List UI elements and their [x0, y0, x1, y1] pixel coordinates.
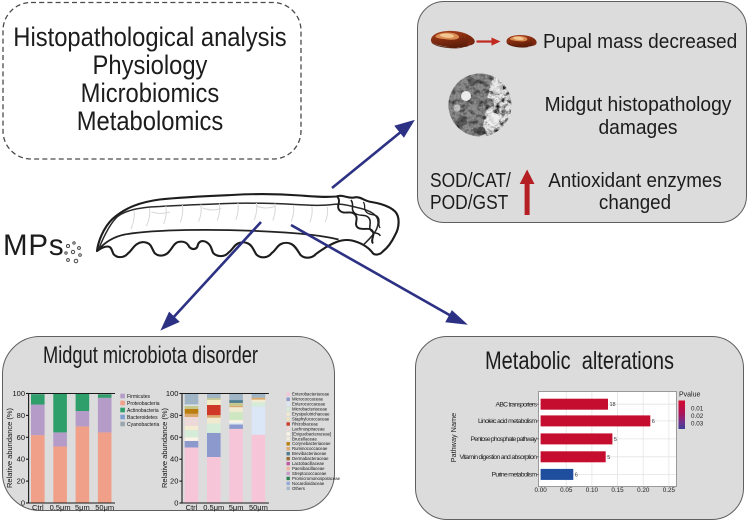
svg-text:Ctrl: Ctrl: [32, 503, 44, 512]
svg-text:60: 60: [170, 433, 178, 442]
svg-text:60: 60: [17, 433, 25, 442]
svg-text:Enterobacteriaceae: Enterobacteriaceae: [292, 392, 330, 397]
svg-text:0.01: 0.01: [691, 406, 704, 413]
svg-text:0.5μm: 0.5μm: [203, 503, 224, 512]
svg-text:80: 80: [170, 411, 178, 420]
svg-text:Microbacteriaceae: Microbacteriaceae: [292, 407, 328, 412]
svg-text:0: 0: [21, 499, 25, 508]
svg-text:6: 6: [652, 419, 655, 425]
svg-text:Micrococcaceae: Micrococcaceae: [292, 397, 324, 402]
svg-text:50μm: 50μm: [249, 503, 268, 512]
svg-text:Ctrl: Ctrl: [186, 503, 198, 512]
svg-text:Rhizobiaceae: Rhizobiaceae: [292, 421, 319, 426]
svg-text:0.20: 0.20: [637, 487, 650, 494]
svg-text:Erysipelotrichaceae: Erysipelotrichaceae: [292, 412, 330, 417]
svg-text:Corynebacteriaceae: Corynebacteriaceae: [292, 441, 331, 446]
svg-text:50μm: 50μm: [95, 503, 114, 512]
svg-text:Ruminococcaceae: Ruminococcaceae: [292, 446, 328, 451]
svg-text:100: 100: [12, 389, 25, 398]
svg-text:Firmicutes: Firmicutes: [127, 394, 151, 400]
svg-text:Pvalue: Pvalue: [679, 392, 701, 399]
svg-text:0.15: 0.15: [611, 487, 624, 494]
svg-text:100: 100: [166, 389, 179, 398]
svg-text:5μm: 5μm: [75, 503, 90, 512]
svg-text:Pathway Name: Pathway Name: [449, 413, 458, 462]
svg-text:Cyanobacteria: Cyanobacteria: [127, 422, 159, 428]
svg-text:6: 6: [575, 472, 578, 478]
svg-text:0.10: 0.10: [586, 487, 599, 494]
svg-text:80: 80: [17, 411, 25, 420]
svg-text:20: 20: [17, 477, 25, 486]
svg-text:0.5μm: 0.5μm: [50, 503, 71, 512]
svg-text:Relative abundance (%): Relative abundance (%): [160, 407, 169, 488]
svg-text:40: 40: [17, 455, 25, 464]
svg-text:Purine metabolism: Purine metabolism: [492, 472, 538, 479]
svg-text:Dermabacteraceae: Dermabacteraceae: [292, 456, 329, 461]
svg-text:Lachnospiraceae: Lachnospiraceae: [292, 426, 325, 431]
svg-text:Linoleic acid metabolism: Linoleic acid metabolism: [478, 418, 537, 425]
svg-text:Paenibacillaceae: Paenibacillaceae: [292, 466, 325, 471]
svg-text:20: 20: [170, 477, 178, 486]
svg-text:Brucellaceae: Brucellaceae: [292, 436, 317, 441]
svg-text:5: 5: [614, 437, 617, 443]
svg-text:Pentose phosphate pathway: Pentose phosphate pathway: [471, 436, 538, 443]
svg-text:Bacteroidetes: Bacteroidetes: [127, 415, 158, 421]
svg-text:Streptococcaceae: Streptococcaceae: [292, 471, 327, 476]
svg-text:5: 5: [607, 455, 610, 461]
svg-text:[Exiguobacteraceae]: [Exiguobacteraceae]: [292, 431, 331, 436]
svg-text:Proteobacteria: Proteobacteria: [127, 401, 160, 407]
svg-text:Others: Others: [292, 486, 305, 491]
svg-text:Brevibacteriaceae: Brevibacteriaceae: [292, 451, 327, 456]
svg-text:ABC transporters: ABC transporters: [496, 401, 538, 408]
svg-text:Nocardioidaceae: Nocardioidaceae: [292, 481, 325, 486]
svg-text:0.02: 0.02: [691, 413, 704, 420]
svg-text:Vitamin digestion and absorpti: Vitamin digestion and absorption: [460, 454, 538, 461]
svg-text:5μm: 5μm: [229, 503, 244, 512]
svg-text:Relative abundance (%): Relative abundance (%): [5, 407, 14, 488]
svg-text:Lactobacillaceae: Lactobacillaceae: [292, 461, 325, 466]
svg-text:Actinobacteria: Actinobacteria: [127, 408, 159, 414]
svg-text:18: 18: [610, 402, 616, 408]
svg-text:0.05: 0.05: [560, 487, 573, 494]
svg-text:0.03: 0.03: [691, 421, 704, 428]
svg-text:0: 0: [174, 499, 178, 508]
svg-text:Enterococcaceae: Enterococcaceae: [292, 402, 326, 407]
svg-text:Promicromonosporaceae: Promicromonosporaceae: [292, 476, 341, 481]
svg-text:0.00: 0.00: [534, 487, 547, 494]
svg-text:40: 40: [170, 455, 178, 464]
svg-text:0.25: 0.25: [663, 487, 676, 494]
svg-text:Staphylococcaceae: Staphylococcaceae: [292, 416, 330, 421]
